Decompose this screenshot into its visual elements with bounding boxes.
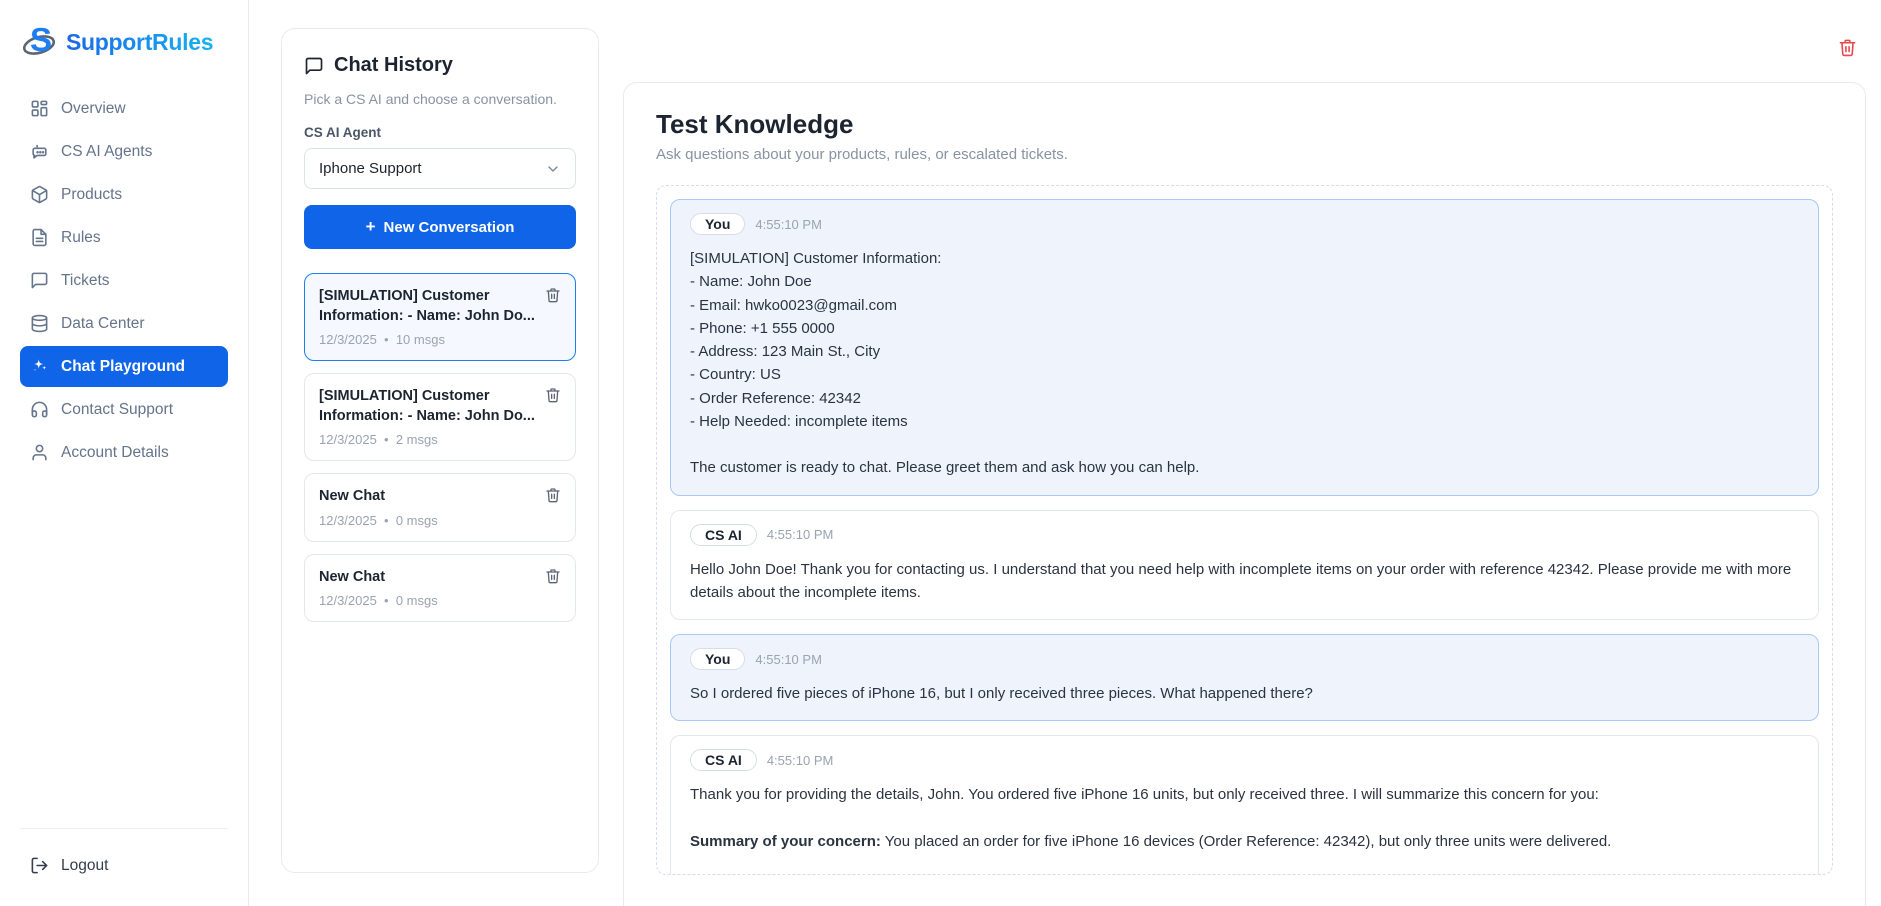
- svg-text:S: S: [30, 24, 52, 58]
